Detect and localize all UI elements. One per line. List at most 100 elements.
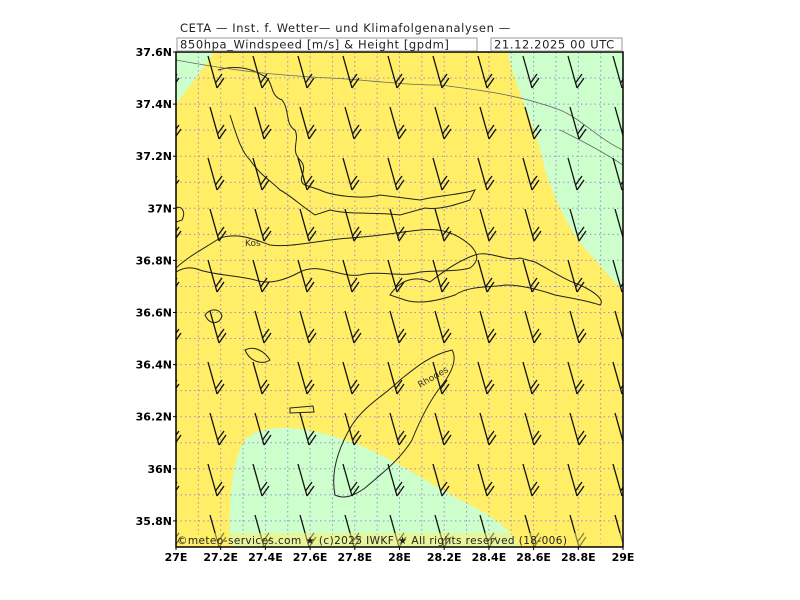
lat-label: 36.8N xyxy=(136,254,172,267)
wind-barb xyxy=(396,383,405,395)
wind-barb xyxy=(306,124,315,135)
wind-barb xyxy=(306,383,315,395)
wind-barb xyxy=(396,281,405,293)
wind-barb xyxy=(488,230,497,242)
wind-barb xyxy=(443,332,452,344)
wind-barb xyxy=(441,77,450,89)
wind-barb xyxy=(531,281,540,293)
wind-barb xyxy=(398,230,407,242)
wind-barb xyxy=(484,175,493,186)
lat-label: 36.6N xyxy=(136,307,172,320)
wind-barb xyxy=(176,332,182,342)
lon-label: 27.4E xyxy=(248,551,283,564)
green-field xyxy=(229,427,520,547)
wind-barb xyxy=(261,226,270,237)
wind-barb xyxy=(308,128,317,140)
lat-label: 36.2N xyxy=(136,411,172,424)
wind-barb xyxy=(533,332,542,344)
wind-barb xyxy=(216,179,225,191)
lon-label: 28.6E xyxy=(516,551,551,564)
wind-barb xyxy=(259,379,268,390)
wind-barb xyxy=(306,226,315,237)
wind-barb xyxy=(216,281,225,293)
wind-barb xyxy=(529,73,538,84)
wind-barb xyxy=(439,481,448,492)
wind-barb xyxy=(214,73,223,84)
wind-barb xyxy=(304,277,313,288)
header-title: CETA — Inst. f. Wetter— und Klimafolgena… xyxy=(180,21,511,35)
lat-label: 37.2N xyxy=(136,150,172,163)
wind-barb xyxy=(533,128,542,140)
wind-barb xyxy=(353,128,362,140)
wind-barb xyxy=(484,379,493,390)
header-box xyxy=(176,37,478,52)
wind-barb xyxy=(398,332,407,344)
wind-barb xyxy=(624,231,631,241)
lon-label: 27.2E xyxy=(203,551,238,564)
wind-barb xyxy=(531,328,540,339)
wind-barb xyxy=(351,179,360,191)
wind-barb xyxy=(308,434,317,446)
wind-barb xyxy=(259,73,268,84)
wind-barb xyxy=(351,485,360,497)
wind-barb xyxy=(216,226,225,237)
wind-barb xyxy=(216,328,225,339)
wind-barb xyxy=(176,281,180,288)
wind-barb xyxy=(578,230,587,242)
wind-barb xyxy=(441,328,450,339)
wind-barb xyxy=(261,485,270,497)
wind-barb xyxy=(441,281,450,293)
wind-barb xyxy=(531,179,540,191)
lon-label: 28E xyxy=(388,551,411,564)
wind-barb xyxy=(394,175,403,186)
wind-barb xyxy=(306,430,315,441)
wind-barb xyxy=(619,384,623,390)
wind-barb xyxy=(394,379,403,390)
wind-barb xyxy=(486,328,495,339)
time-label: 21.12.2025 00 UTC xyxy=(494,38,615,52)
wind-barb xyxy=(308,230,317,242)
wind-barb xyxy=(576,485,585,497)
wind-barb xyxy=(619,78,623,84)
wind-barb xyxy=(176,485,180,492)
wind-barb xyxy=(176,434,182,444)
wind-barb xyxy=(486,281,495,293)
wind-barb xyxy=(533,230,542,242)
wind-barb xyxy=(216,383,225,395)
wind-barb xyxy=(441,179,450,191)
wind-barb xyxy=(398,128,407,140)
wind-barb xyxy=(351,328,360,339)
wind-barb xyxy=(529,175,538,186)
wind-barb xyxy=(394,277,403,288)
wind-barb xyxy=(439,73,448,84)
wind-barb xyxy=(263,230,272,242)
wind-barb xyxy=(163,56,172,88)
wind-barb xyxy=(396,430,405,441)
wind-barb xyxy=(578,128,587,140)
wind-barb xyxy=(486,383,495,395)
wind-barb xyxy=(576,383,585,395)
wind-barb xyxy=(396,485,405,497)
wind-barb xyxy=(619,486,623,492)
wind-barb xyxy=(624,129,631,139)
lon-label: 27.8E xyxy=(337,551,372,564)
wind-barb xyxy=(306,77,315,89)
wind-barb xyxy=(218,434,227,446)
wind-barb xyxy=(443,434,452,446)
wind-barb xyxy=(304,73,313,84)
wind-barb xyxy=(176,230,182,240)
coastline xyxy=(176,229,478,283)
wind-barb xyxy=(576,124,585,135)
wind-barb xyxy=(214,277,223,288)
wind-barb xyxy=(306,485,315,497)
wind-barb xyxy=(261,383,270,395)
wind-barb xyxy=(218,332,227,344)
wind-barb xyxy=(529,277,538,288)
wind-barb xyxy=(441,430,450,441)
coastline xyxy=(217,67,476,216)
lat-label: 37.6N xyxy=(136,46,172,59)
wind-barb xyxy=(259,481,268,492)
wind-barb xyxy=(531,430,540,441)
wind-barb xyxy=(531,485,540,497)
lon-label: 28.4E xyxy=(472,551,507,564)
